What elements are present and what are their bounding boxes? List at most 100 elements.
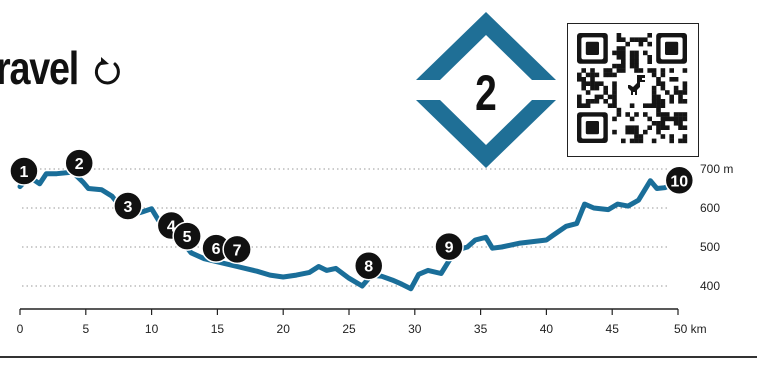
qr-module (656, 99, 661, 104)
replay-icon[interactable] (88, 52, 128, 92)
route-marker[interactable]: 9 (434, 231, 464, 262)
qr-module (607, 103, 613, 108)
qr-module (629, 116, 635, 122)
qr-module (651, 68, 657, 73)
x-tick-label: 30 (408, 322, 422, 336)
qr-module (603, 90, 608, 95)
qr-module (629, 55, 635, 60)
qr-module (678, 94, 683, 100)
badge-diamond-bottom (416, 100, 556, 168)
qr-module (607, 94, 613, 100)
page-title: ravel (0, 42, 79, 94)
qr-module (634, 63, 639, 69)
qr-module (678, 138, 683, 144)
bottom-divider (0, 356, 757, 358)
route-marker[interactable]: 7 (222, 234, 252, 265)
qr-module (612, 81, 617, 86)
qr-module (629, 103, 635, 108)
qr-module (673, 116, 679, 122)
qr-module (634, 50, 639, 56)
qr-module (682, 138, 688, 144)
qr-module (669, 116, 674, 122)
line-layer (17, 169, 681, 292)
qr-module (682, 90, 688, 95)
route-marker-label: 7 (233, 242, 242, 259)
qr-code-icon (577, 33, 688, 144)
route-marker[interactable]: 5 (172, 221, 202, 251)
qr-module (634, 129, 639, 135)
route-marker-label: 5 (183, 229, 192, 246)
qr-module (590, 68, 595, 73)
route-marker[interactable]: 10 (664, 165, 695, 196)
qr-module (590, 77, 595, 82)
route-marker-label: 4 (167, 219, 176, 236)
x-tick-label: 35 (474, 322, 488, 336)
qr-module (621, 50, 626, 56)
route-marker[interactable]: 1 (9, 156, 39, 186)
qr-module (612, 72, 617, 78)
qr-module (682, 85, 688, 91)
qr-module (673, 77, 679, 82)
x-tick-label: 50 km (674, 322, 707, 336)
qr-module (585, 81, 591, 86)
qr-module (612, 50, 617, 56)
qr-module (634, 134, 639, 139)
x-tick-label: 5 (82, 322, 89, 336)
qr-module (612, 103, 617, 108)
qr-module (590, 99, 595, 104)
route-marker-label: 6 (212, 241, 221, 258)
qr-module (621, 68, 626, 73)
route-marker-label: 10 (670, 173, 688, 190)
qr-module (660, 112, 666, 117)
x-tick-label: 20 (277, 322, 291, 336)
qr-module (616, 33, 622, 38)
qr-module (673, 85, 679, 91)
qr-module (673, 90, 679, 95)
qr-module (603, 85, 608, 91)
qr-module (629, 37, 635, 42)
qr-module (678, 99, 683, 104)
route-marker[interactable]: 2 (64, 148, 94, 178)
qr-module (682, 99, 688, 104)
qr-module (581, 103, 586, 108)
qr-module (660, 99, 666, 104)
route-marker-dot (9, 156, 39, 186)
qr-module (660, 72, 666, 78)
qr-module (660, 121, 666, 126)
qr-module (651, 138, 657, 144)
qr-module (616, 55, 622, 60)
route-marker[interactable]: 3 (113, 191, 143, 221)
qr-module (621, 63, 626, 69)
qr-module (647, 116, 652, 122)
route-marker-dot (353, 250, 384, 281)
qr-module (612, 94, 617, 100)
qr-module (647, 125, 652, 130)
elevation-line (17, 169, 681, 292)
qr-module (634, 138, 639, 144)
qr-module (634, 55, 639, 60)
qr-module (612, 63, 617, 69)
y-tick-label: 500 (700, 240, 720, 254)
y-tick-label: 700 m (700, 162, 733, 176)
route-marker-label: 9 (445, 240, 454, 257)
qr-code[interactable] (567, 23, 699, 157)
route-marker[interactable]: 8 (353, 250, 384, 281)
qr-module (647, 103, 652, 108)
qr-module (660, 85, 666, 91)
qr-module (581, 81, 586, 86)
qr-module (669, 77, 674, 82)
qr-module (634, 68, 639, 73)
qr-module (678, 112, 683, 117)
qr-module (581, 68, 586, 73)
qr-module (621, 46, 626, 51)
x-tick-label: 0 (17, 322, 24, 336)
qr-module (682, 68, 688, 73)
qr-module (616, 112, 622, 117)
qr-module (656, 107, 661, 113)
qr-module (607, 72, 613, 78)
qr-module (665, 112, 670, 117)
qr-module (638, 134, 644, 139)
qr-module (625, 112, 630, 117)
qr-module (682, 134, 688, 139)
route-marker-dot (222, 234, 252, 265)
